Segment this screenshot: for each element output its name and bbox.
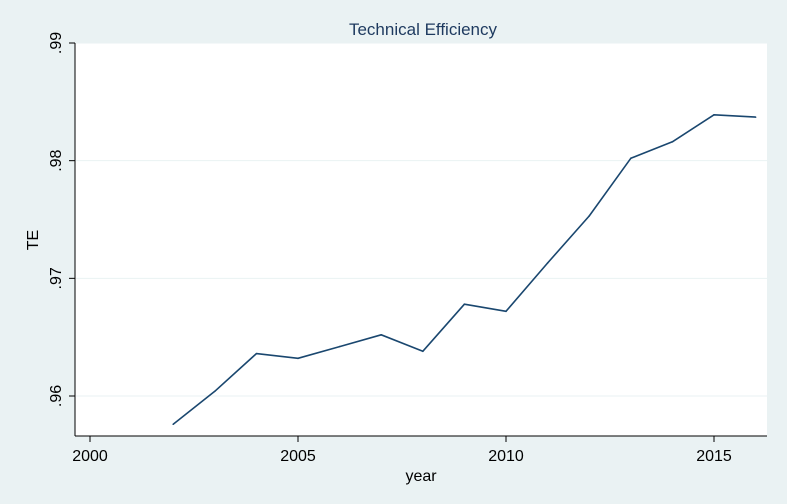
grid-lines	[76, 42, 767, 397]
y-ticks: .96 .97 .98 .99	[48, 32, 75, 407]
y-tick-label: .96	[48, 385, 65, 407]
x-tick-label: 2000	[72, 448, 108, 465]
data-point	[255, 352, 258, 355]
data-point	[546, 262, 549, 264]
data-point	[380, 334, 383, 336]
series-lines	[172, 113, 757, 426]
y-tick-label: .97	[48, 267, 65, 289]
x-ticks: 2000 2005 2010 2015	[72, 436, 732, 465]
data-point	[297, 357, 299, 360]
data-point	[505, 310, 507, 313]
data-point	[754, 116, 757, 118]
data-point	[630, 157, 632, 160]
data-point	[172, 423, 174, 426]
x-tick-label: 2015	[696, 448, 732, 465]
data-point	[214, 390, 216, 393]
data-point	[422, 350, 424, 353]
plot-area	[75, 43, 767, 436]
x-axis-label: year	[405, 468, 437, 485]
chart-title: Technical Efficiency	[349, 20, 498, 39]
data-point	[671, 141, 674, 143]
data-point	[338, 345, 341, 348]
x-tick-label: 2010	[488, 448, 524, 465]
y-tick-label: .98	[48, 149, 65, 171]
x-tick-label: 2005	[280, 448, 316, 465]
y-axis-label: TE	[25, 230, 42, 250]
data-point	[588, 215, 590, 217]
data-point	[713, 113, 715, 116]
y-tick-label: .99	[48, 32, 65, 54]
data-point	[463, 303, 466, 306]
